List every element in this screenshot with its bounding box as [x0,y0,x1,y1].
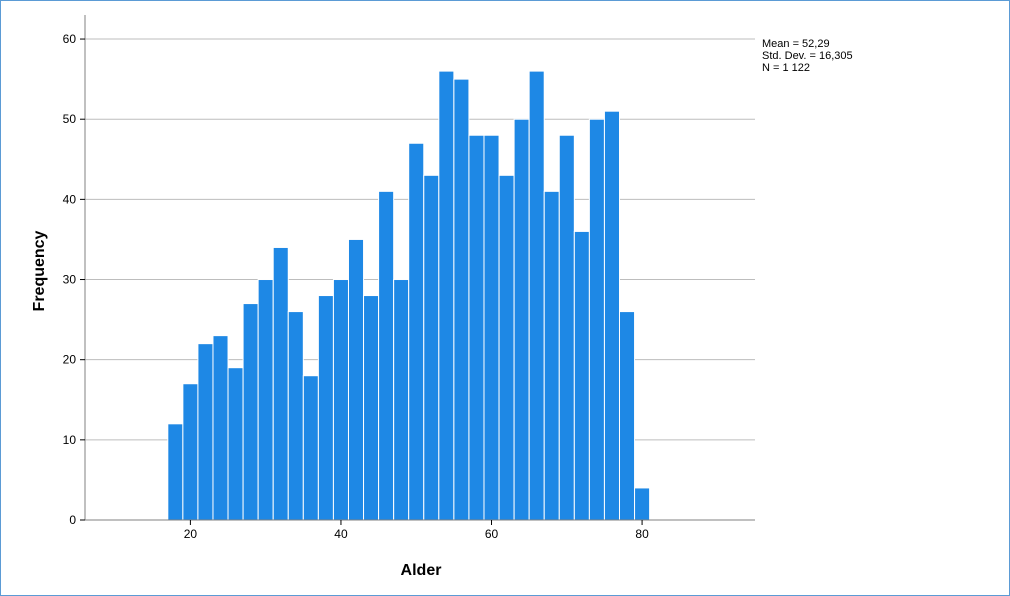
bar-37 [317,295,334,521]
bar-71 [573,230,590,521]
bar-73 [588,118,605,521]
bar-63 [513,118,530,521]
bar-77 [618,311,636,521]
bar-65 [528,70,545,521]
y-tick-label-40: 40 [63,192,77,206]
y-tick-labels: 0 10 20 30 40 50 60 [63,32,85,527]
axes [84,15,755,521]
y-axis-title: Frequency [31,230,48,311]
x-tick-labels: 20 40 60 80 [184,520,649,541]
y-tick-label-20: 20 [63,353,77,367]
bar-29 [257,279,274,521]
bar-67 [543,190,560,521]
bar-75 [603,110,620,521]
bar-25 [227,367,244,521]
x-axis-title: Alder [401,562,442,579]
bar-59 [483,134,500,521]
bar-49 [408,142,425,521]
bar-35 [302,375,319,521]
y-tick-label-10: 10 [63,433,77,447]
y-tick-label-60: 60 [63,32,77,46]
bar-39 [332,279,349,521]
bar-45 [378,190,395,521]
bar-31 [272,246,289,521]
bar-19 [182,383,199,521]
y-tick-label-0: 0 [69,513,76,527]
bar-79 [634,487,651,521]
bar-47 [393,279,410,521]
bar-23 [212,335,229,521]
y-tick-label-30: 30 [63,273,77,287]
bar-43 [363,295,380,521]
bar-53 [438,70,455,521]
bar-41 [347,238,365,521]
bar-17 [167,423,184,521]
x-tick-label-40: 40 [334,527,348,541]
bar-69 [558,134,575,521]
bar-61 [498,174,515,521]
y-tick-label-50: 50 [63,112,77,126]
bar-57 [468,134,485,521]
statistics-box: Mean = 52,29 Std. Dev. = 16,305 N = 1 12… [762,38,853,74]
x-tick-label-20: 20 [184,527,198,541]
x-tick-label-60: 60 [485,527,499,541]
bar-51 [423,174,440,521]
bar-21 [197,343,214,521]
stat-mean: Mean = 52,29 [762,38,830,50]
bar-33 [287,311,304,521]
bar-55 [453,78,470,521]
x-tick-label-80: 80 [635,527,649,541]
stat-std-dev: Std. Dev. = 16,305 [762,50,853,62]
bar-27 [242,303,259,521]
stat-n: N = 1 122 [762,62,810,74]
bars [167,70,651,521]
